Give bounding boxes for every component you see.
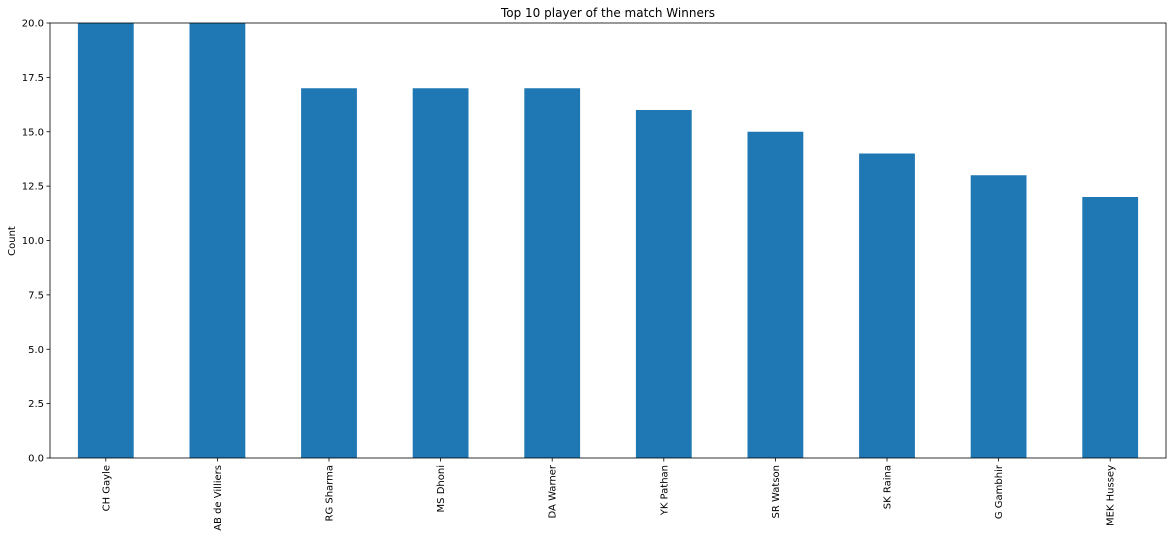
x-tick-label: YK Pathan xyxy=(659,465,670,516)
y-tick-label: 15.0 xyxy=(22,127,44,138)
bar-ab-de-villiers xyxy=(189,23,246,458)
x-tick-label: AB de Villiers xyxy=(213,465,224,531)
x-axis-ticks: CH Gayle AB de Villiers RG Sharma MS Dhoni D… xyxy=(101,458,1117,531)
x-tick-label: G Gambhir xyxy=(994,464,1005,519)
plot-frame xyxy=(49,22,1167,459)
y-axis-ticks: 0.0 2.5 5.0 7.5 10.0 12.5 15.0 17.5 20.0 xyxy=(22,19,50,465)
x-tick-label: DA Warner xyxy=(548,464,559,518)
bar-mek-hussey xyxy=(1082,197,1139,458)
y-tick-label: 0.0 xyxy=(28,454,44,465)
y-tick-label: 12.5 xyxy=(22,182,44,193)
y-tick-label: 5.0 xyxy=(28,345,44,356)
y-tick-label: 20.0 xyxy=(22,19,44,30)
bar-yk-pathan xyxy=(635,110,692,458)
bar-g-gambhir xyxy=(970,175,1027,458)
bar-sr-watson xyxy=(747,131,804,458)
x-tick-label: SR Watson xyxy=(771,465,782,518)
y-tick-label: 7.5 xyxy=(28,290,44,301)
x-tick-label: SK Raina xyxy=(883,465,894,509)
y-axis-label: Count xyxy=(7,226,18,256)
x-tick-label: RG Sharma xyxy=(325,465,336,522)
y-tick-label: 2.5 xyxy=(28,399,44,410)
bar-ms-dhoni xyxy=(412,88,469,458)
y-tick-label: 17.5 xyxy=(22,73,44,84)
bar-da-warner xyxy=(524,88,581,458)
y-tick-label: 10.0 xyxy=(22,236,44,247)
x-tick-label: MS Dhoni xyxy=(436,465,447,512)
bar-rg-sharma xyxy=(301,88,357,458)
chart-title: Top 10 player of the match Winners xyxy=(500,6,715,20)
x-tick-label: CH Gayle xyxy=(101,465,112,511)
x-tick-label: MEK Hussey xyxy=(1106,465,1117,526)
bar-ch-gayle xyxy=(77,23,134,458)
bars-layer xyxy=(77,23,1139,458)
bar-sk-raina xyxy=(859,153,915,458)
